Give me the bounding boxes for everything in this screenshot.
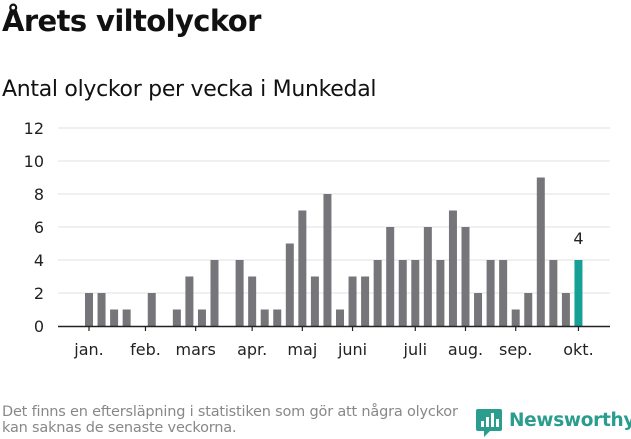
- y-tick-label: 12: [24, 119, 44, 138]
- y-tick-label: 10: [24, 152, 44, 171]
- bar: [147, 293, 156, 326]
- bar: [524, 293, 533, 326]
- bar: [436, 260, 445, 326]
- bar: [197, 309, 206, 326]
- x-tick-label: maj: [287, 340, 317, 359]
- bar: [423, 227, 432, 326]
- bar: [536, 177, 545, 326]
- bar: [185, 276, 194, 326]
- y-tick-label: 0: [34, 317, 44, 336]
- bar: [336, 309, 344, 326]
- bar: [386, 227, 395, 326]
- bar: [411, 260, 420, 326]
- bar: [210, 260, 219, 326]
- y-tick-label: 2: [34, 284, 44, 303]
- bar: [361, 276, 370, 326]
- bar: [310, 276, 319, 326]
- footnote: Det finns en eftersläpning i statistiken…: [2, 404, 458, 436]
- bar: [285, 243, 294, 326]
- bar: [273, 309, 282, 326]
- bar: [549, 260, 558, 326]
- bar: [398, 260, 407, 326]
- x-tick-label: sep.: [499, 340, 532, 359]
- x-tick-label: okt.: [563, 340, 593, 359]
- y-tick-label: 4: [34, 251, 44, 270]
- brand-name: Newsworthy: [509, 410, 631, 431]
- x-tick-label: mars: [176, 340, 216, 359]
- bar: [461, 227, 470, 326]
- x-tick-label: jan.: [73, 340, 103, 359]
- bar: [486, 260, 495, 326]
- bar: [97, 293, 106, 326]
- bar: [323, 194, 332, 326]
- bar: [122, 309, 131, 326]
- bar: [373, 260, 382, 326]
- bar: [172, 309, 181, 326]
- bar: [574, 260, 583, 326]
- x-tick-label: juli: [403, 340, 427, 359]
- newsworthy-logo-icon: [476, 409, 502, 437]
- data-label: 4: [573, 229, 583, 248]
- bar: [298, 210, 307, 326]
- bar: [235, 260, 244, 326]
- bar: [511, 309, 520, 326]
- bar: [260, 309, 269, 326]
- x-tick-label: apr.: [237, 340, 267, 359]
- bar: [248, 276, 257, 326]
- bar: [348, 276, 357, 326]
- x-tick-label: feb.: [130, 340, 161, 359]
- bar: [499, 260, 508, 326]
- bar: [85, 293, 93, 326]
- x-tick-label: juni: [337, 340, 367, 359]
- chart-subtitle: Antal olyckor per vecka i Munkedal: [2, 77, 377, 102]
- bar: [561, 293, 570, 326]
- chart-title: Årets viltolyckor: [2, 4, 261, 38]
- x-tick-label: aug.: [448, 340, 483, 359]
- y-tick-label: 6: [34, 218, 44, 237]
- bar: [448, 210, 457, 326]
- y-tick-label: 8: [34, 185, 44, 204]
- bar-chart: 0 2 4 6 8 10 12 jan. feb. mars apr. maj juni juli aug.…: [24, 119, 610, 359]
- bar: [110, 309, 119, 326]
- bar: [474, 293, 483, 326]
- brand-logo: Newsworthy: [475, 408, 631, 439]
